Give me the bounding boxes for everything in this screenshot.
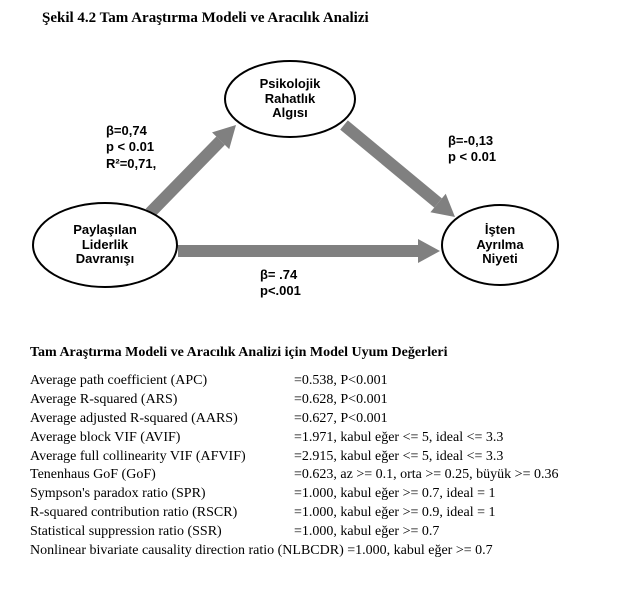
fit-value: =0.538, P<0.001 [294, 373, 388, 388]
fit-name: Average adjusted R-squared (AARS) [30, 410, 294, 429]
edge-label-1: β=-0,13 p < 0.01 [448, 133, 496, 166]
fit-row: Tenenhaus GoF (GoF)=0.623, az >= 0.1, or… [30, 466, 558, 485]
fit-row: Average R-squared (ARS)=0.628, P<0.001 [30, 391, 558, 410]
fit-value: =1.000, kabul eğer >= 0.7 [294, 524, 439, 539]
fit-row: Nonlinear bivariate causality direction … [30, 542, 558, 561]
fit-row: Average adjusted R-squared (AARS)=0.627,… [30, 410, 558, 429]
fit-row: Sympson's paradox ratio (SPR)=1.000, kab… [30, 485, 558, 504]
fit-value: =1.000, kabul eğer >= 0.9, ideal = 1 [294, 505, 495, 520]
node-label-top: Psikolojik Rahatlık Algısı [225, 61, 355, 137]
fit-value: =0.628, P<0.001 [294, 392, 388, 407]
fit-value: =0.623, az >= 0.1, orta >= 0.25, büyük >… [294, 467, 558, 482]
fit-name: Statistical suppression ratio (SSR) [30, 523, 294, 542]
edge-left-right [178, 239, 440, 263]
fit-name: Average full collinearity VIF (AFVIF) [30, 448, 294, 467]
fit-name: Average block VIF (AVIF) [30, 429, 294, 448]
fit-value: =1.000, kabul eğer >= 0.7, ideal = 1 [294, 486, 495, 501]
fit-name: Nonlinear bivariate causality direction … [30, 542, 344, 561]
node-label-right: İşten Ayrılma Niyeti [442, 205, 558, 285]
diagram-stage: Psikolojik Rahatlık Algısı Paylaşılan Lid… [0, 35, 621, 315]
fit-table: Average path coefficient (APC)=0.538, P<… [30, 372, 558, 561]
fit-value: =1.971, kabul eğer <= 5, ideal <= 3.3 [294, 430, 503, 445]
node-label-left: Paylaşılan Liderlik Davranışı [33, 203, 177, 287]
fit-row: Statistical suppression ratio (SSR)=1.00… [30, 523, 558, 542]
fit-name: Average R-squared (ARS) [30, 391, 294, 410]
edge-label-0: β=0,74 p < 0.01 R²=0,71, [106, 123, 156, 172]
fit-subtitle: Tam Araştırma Modeli ve Aracılık Analizi… [30, 345, 447, 361]
edge-left-top [150, 125, 236, 213]
fit-value: =1.000, kabul eğer >= 0.7 [347, 543, 492, 558]
edge-top-right [344, 125, 455, 217]
fit-row: Average full collinearity VIF (AFVIF)=2.… [30, 448, 558, 467]
edge-label-2: β= .74 p<.001 [260, 267, 301, 300]
fit-value: =2.915, kabul eğer <= 5, ideal <= 3.3 [294, 449, 503, 464]
fit-name: R-squared contribution ratio (RSCR) [30, 504, 294, 523]
fit-value: =0.627, P<0.001 [294, 411, 388, 426]
fit-row: R-squared contribution ratio (RSCR)=1.00… [30, 504, 558, 523]
fit-name: Tenenhaus GoF (GoF) [30, 466, 294, 485]
fit-row: Average path coefficient (APC)=0.538, P<… [30, 372, 558, 391]
fit-name: Sympson's paradox ratio (SPR) [30, 485, 294, 504]
fit-row: Average block VIF (AVIF)=1.971, kabul eğ… [30, 429, 558, 448]
fit-name: Average path coefficient (APC) [30, 372, 294, 391]
figure-title: Şekil 4.2 Tam Araştırma Modeli ve Aracıl… [42, 10, 369, 27]
